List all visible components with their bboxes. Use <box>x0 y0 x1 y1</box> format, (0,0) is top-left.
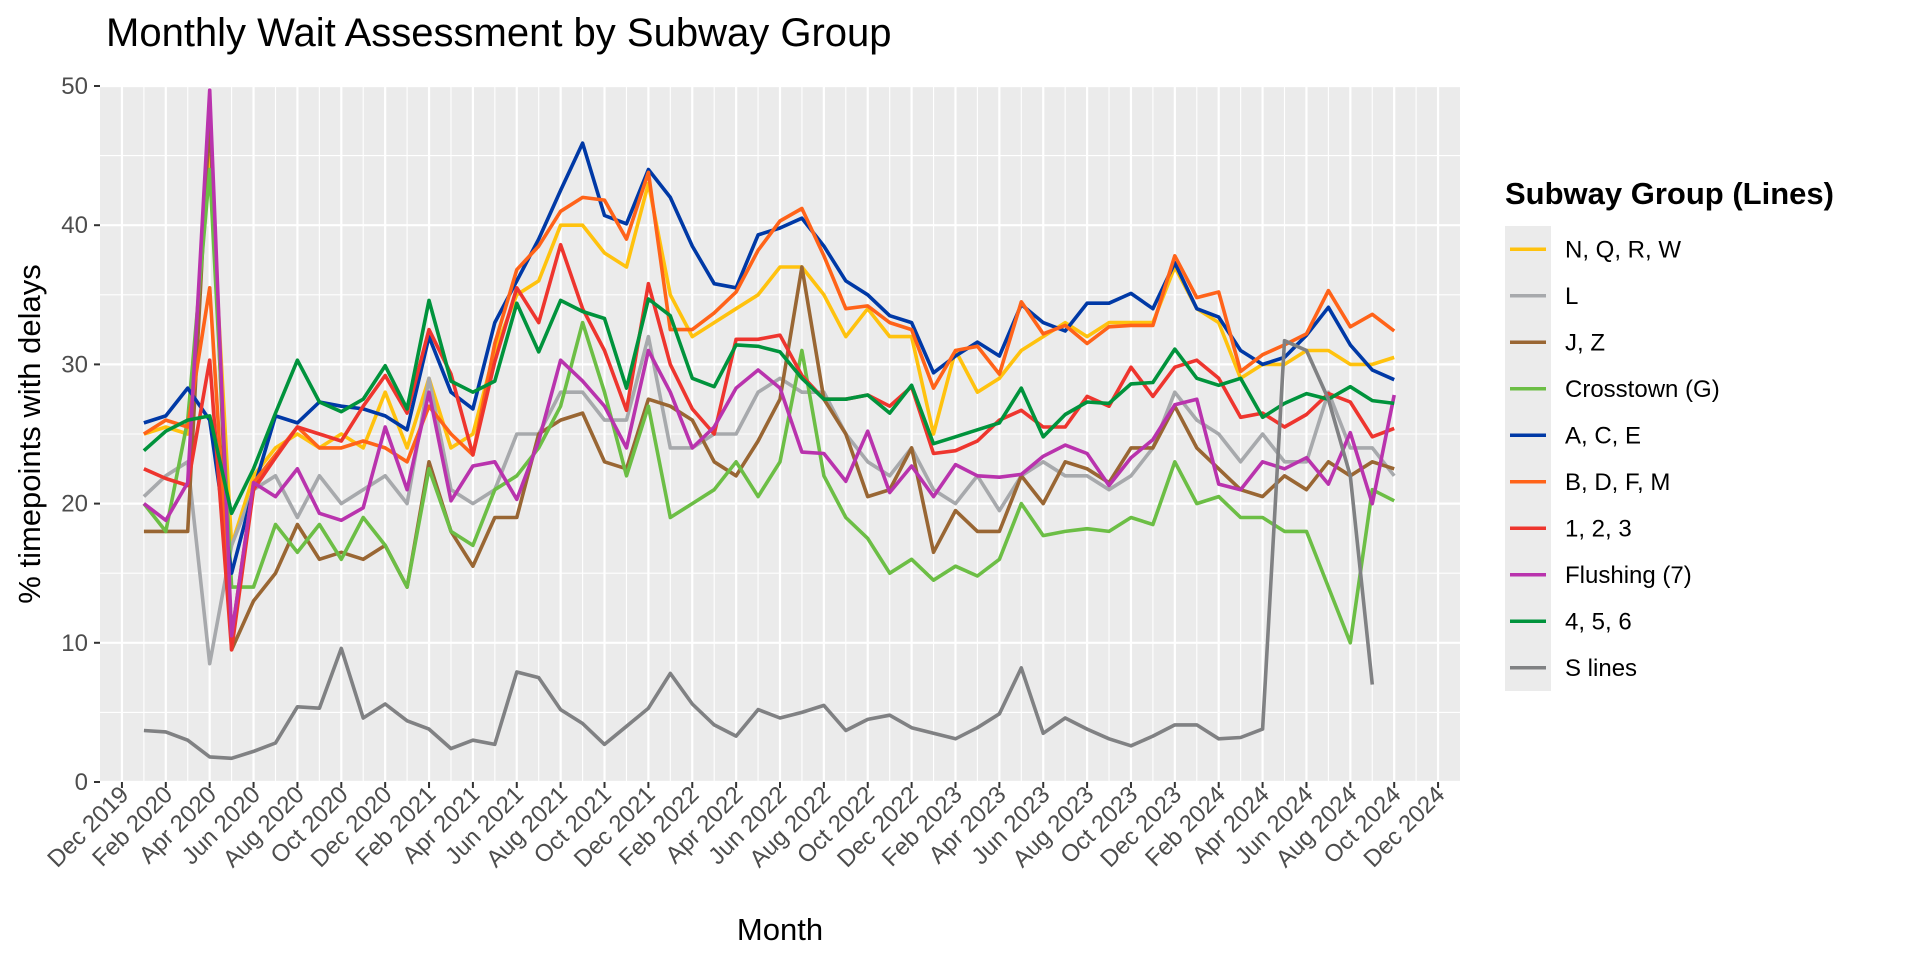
series-line <box>142 88 1396 638</box>
legend-label: Crosstown (G) <box>1565 376 1720 403</box>
y-tick-label: 0 <box>75 769 88 796</box>
legend-label: Flushing (7) <box>1565 562 1692 589</box>
y-axis-title: % timepoints with delays <box>12 264 47 603</box>
y-tick-label: 30 <box>61 351 88 378</box>
series-line <box>142 170 1396 638</box>
legend-label: A, C, E <box>1565 422 1641 449</box>
series-line <box>143 112 1395 652</box>
series-line <box>142 334 1396 666</box>
y-tick-label: 20 <box>61 491 88 518</box>
series-line <box>142 297 1395 516</box>
series-line <box>143 141 1395 575</box>
legend-title: Subway Group (Lines) <box>1505 176 1834 211</box>
legend-label: J, Z <box>1565 329 1605 356</box>
series-lines <box>142 88 1396 761</box>
legend-label: N, Q, R, W <box>1565 236 1681 263</box>
legend-label: 1, 2, 3 <box>1565 515 1632 542</box>
y-tick-label: 40 <box>61 212 88 239</box>
chart-title: Monthly Wait Assessment by Subway Group <box>106 11 892 55</box>
y-tick-label: 50 <box>61 73 88 100</box>
series-line <box>143 338 1375 761</box>
gridlines <box>100 84 1460 784</box>
y-axis: 0 10 20 30 40 50 <box>61 73 100 796</box>
legend-label: S lines <box>1565 655 1637 682</box>
legend-label: 4, 5, 6 <box>1565 608 1632 635</box>
x-axis-title: Month <box>737 912 823 947</box>
series-line <box>142 167 1396 645</box>
legend-label: B, D, F, M <box>1565 469 1670 496</box>
legend: Subway Group (Lines) N, Q, R, W L J, Z Cros… <box>1505 176 1834 691</box>
y-tick-label: 10 <box>61 630 88 657</box>
legend-label: L <box>1565 283 1578 310</box>
